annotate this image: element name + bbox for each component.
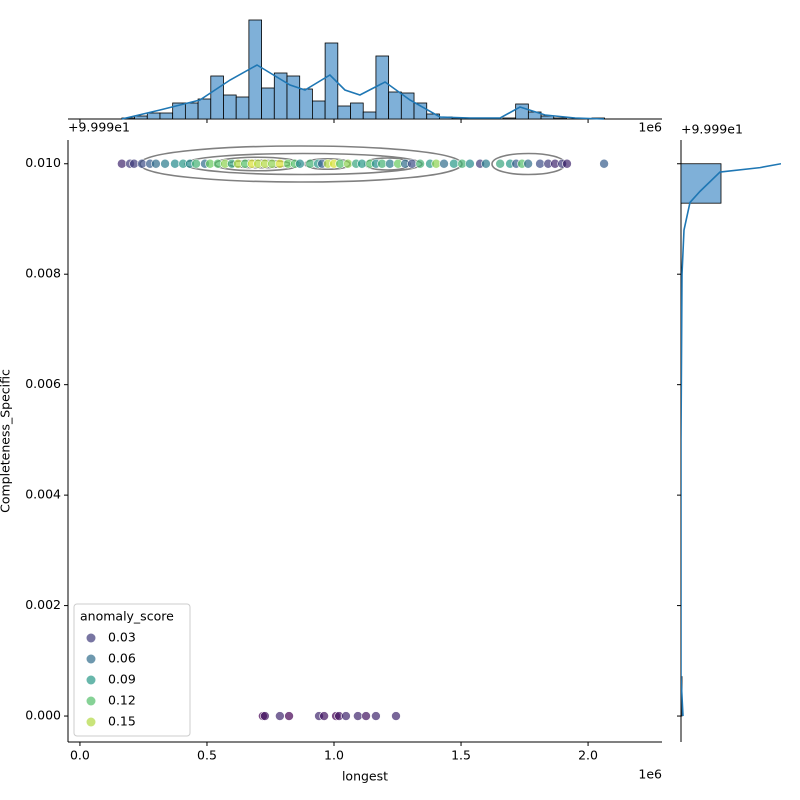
hist-bar xyxy=(388,91,402,120)
scatter-point xyxy=(385,158,395,169)
legend-marker xyxy=(86,675,96,685)
scatter-point xyxy=(151,158,161,169)
hist-bar xyxy=(184,102,199,120)
hist-bar xyxy=(235,96,250,120)
scatter-point xyxy=(260,711,270,721)
x-label: longest xyxy=(342,769,388,784)
hist-bar xyxy=(502,117,517,120)
y-tick-label: 0.002 xyxy=(25,597,61,612)
scatter-point xyxy=(439,158,449,169)
scatter-point xyxy=(599,158,609,169)
hist-bar xyxy=(681,163,722,204)
scatter-point xyxy=(562,158,572,169)
hist-bar xyxy=(515,103,529,120)
legend-label: 0.06 xyxy=(108,651,136,666)
legend-label: 0.09 xyxy=(108,672,136,687)
hist-bar xyxy=(337,105,351,120)
x-tick-label: 1.5 xyxy=(451,748,471,763)
hist-bar xyxy=(134,115,148,120)
right-marginal xyxy=(681,162,781,717)
hist-bar xyxy=(553,117,567,120)
hist-bar xyxy=(286,75,301,120)
scatter-point xyxy=(319,711,329,721)
scatter-point xyxy=(391,711,401,721)
y-tick-label: 0.008 xyxy=(25,266,61,281)
y-label: Completeness_Specific xyxy=(0,369,13,513)
hist-bar xyxy=(146,112,161,120)
legend-box xyxy=(73,603,191,737)
kde-line xyxy=(121,64,605,120)
legend-marker xyxy=(86,654,96,664)
hist-bar xyxy=(248,19,262,120)
legend-label: 0.15 xyxy=(108,714,136,729)
scatter-point xyxy=(415,158,425,169)
hist-bar xyxy=(375,55,390,120)
hist-bar xyxy=(362,111,377,120)
legend-label: 0.03 xyxy=(108,630,136,645)
hist-bar xyxy=(223,94,237,120)
legend-label: 0.12 xyxy=(108,693,136,708)
scatter-point xyxy=(523,158,533,169)
x-tick-label: 2.0 xyxy=(578,748,598,763)
scatter-point xyxy=(295,158,305,169)
y-tick-label: 0.010 xyxy=(25,155,61,170)
scatter-point xyxy=(341,711,351,721)
scatter-point xyxy=(284,711,294,721)
scatter-point xyxy=(343,158,353,169)
scatter-point xyxy=(160,158,170,169)
scatter-point xyxy=(170,158,180,169)
scatter-point xyxy=(357,158,367,169)
legend: anomaly_score 0.03 0.06 0.09 0.12 0.15 xyxy=(73,603,191,737)
scatter-point xyxy=(137,158,147,169)
scatter-point xyxy=(495,158,505,169)
legend-marker xyxy=(86,633,96,643)
y-tick-label: 0.006 xyxy=(25,376,61,391)
legend-title: anomaly_score xyxy=(80,609,174,624)
scatter-point xyxy=(275,158,285,169)
scatter-point xyxy=(449,158,459,169)
x-tick-label: 0.5 xyxy=(197,748,217,763)
hist-bar xyxy=(261,87,275,120)
legend-marker xyxy=(86,717,96,727)
scatter-point xyxy=(535,158,545,169)
scatter-point xyxy=(407,158,417,169)
hist-bar xyxy=(324,42,339,120)
scatter-point xyxy=(353,711,363,721)
y-tick-label: 0.000 xyxy=(25,708,61,723)
scatter-point xyxy=(191,158,201,169)
hist-bar xyxy=(350,102,364,120)
hist-bar xyxy=(400,92,415,120)
x-offset: 1e6 xyxy=(638,767,662,782)
hist-bar xyxy=(312,100,326,120)
legend-marker xyxy=(86,696,96,706)
x-tick-label: 0.0 xyxy=(70,748,90,763)
top-y-offset: +9.999e1 xyxy=(68,120,130,135)
scatter-point xyxy=(465,158,475,169)
scatter-point xyxy=(275,711,285,721)
scatter-point xyxy=(117,158,127,169)
x-tick-label: 1.0 xyxy=(324,748,344,763)
scatter-point xyxy=(481,158,491,169)
right-y-offset: +9.999e1 xyxy=(681,122,743,137)
scatter-point xyxy=(371,711,381,721)
top-x-offset: 1e6 xyxy=(638,120,662,135)
hist-bar xyxy=(159,112,174,120)
hist-bar xyxy=(197,98,212,120)
scatter-point xyxy=(361,711,371,721)
hist-bar xyxy=(299,88,313,120)
kde-line xyxy=(681,162,781,717)
y-tick-label: 0.004 xyxy=(25,487,61,502)
hist-bar xyxy=(210,75,224,120)
